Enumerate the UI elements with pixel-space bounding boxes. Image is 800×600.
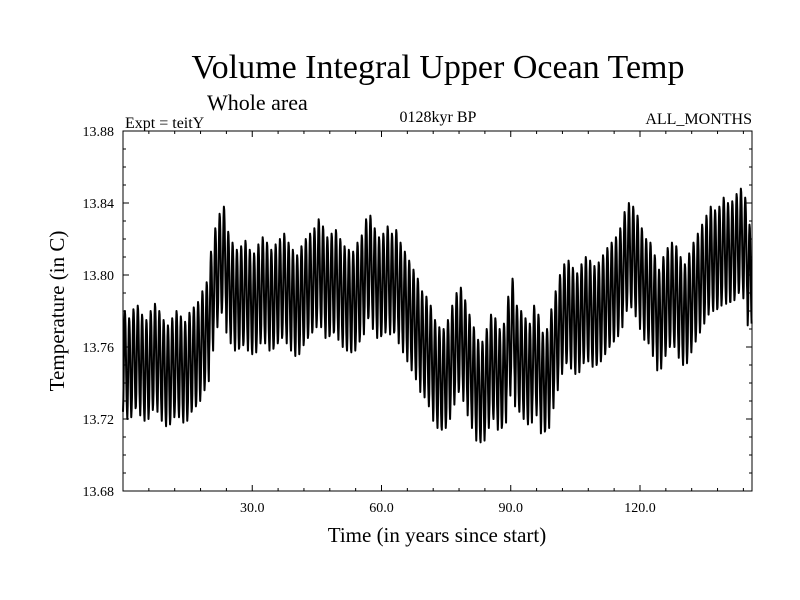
x-tick-label: 120.0 bbox=[624, 501, 656, 516]
y-tick-label: 13.88 bbox=[83, 125, 115, 140]
y-tick-label: 13.68 bbox=[83, 485, 115, 500]
chart-title: Volume Integral Upper Ocean Temp bbox=[192, 49, 685, 86]
temperature-series-line bbox=[122, 187, 753, 444]
experiment-label: Expt = teitY bbox=[125, 115, 205, 132]
x-axis-label: Time (in years since start) bbox=[328, 523, 547, 547]
chart-subtitle: Whole area bbox=[207, 90, 308, 115]
y-tick-label: 13.72 bbox=[83, 413, 115, 428]
y-axis-label: Temperature (in C) bbox=[45, 231, 69, 392]
x-tick-label: 30.0 bbox=[240, 501, 265, 516]
tick-labels: 13.68 13.72 13.76 13.80 13.84 13.88 30.0 60.0 90… bbox=[83, 125, 656, 516]
months-label: ALL_MONTHS bbox=[645, 111, 752, 128]
y-tick-label: 13.84 bbox=[83, 197, 115, 212]
x-tick-label: 60.0 bbox=[369, 501, 394, 516]
y-tick-label: 13.80 bbox=[83, 269, 115, 284]
plot-area bbox=[122, 130, 753, 492]
x-tick-label: 90.0 bbox=[498, 501, 523, 516]
period-label: 0128kyr BP bbox=[400, 109, 477, 126]
axis-ticks bbox=[123, 130, 752, 492]
y-tick-label: 13.76 bbox=[83, 341, 115, 356]
